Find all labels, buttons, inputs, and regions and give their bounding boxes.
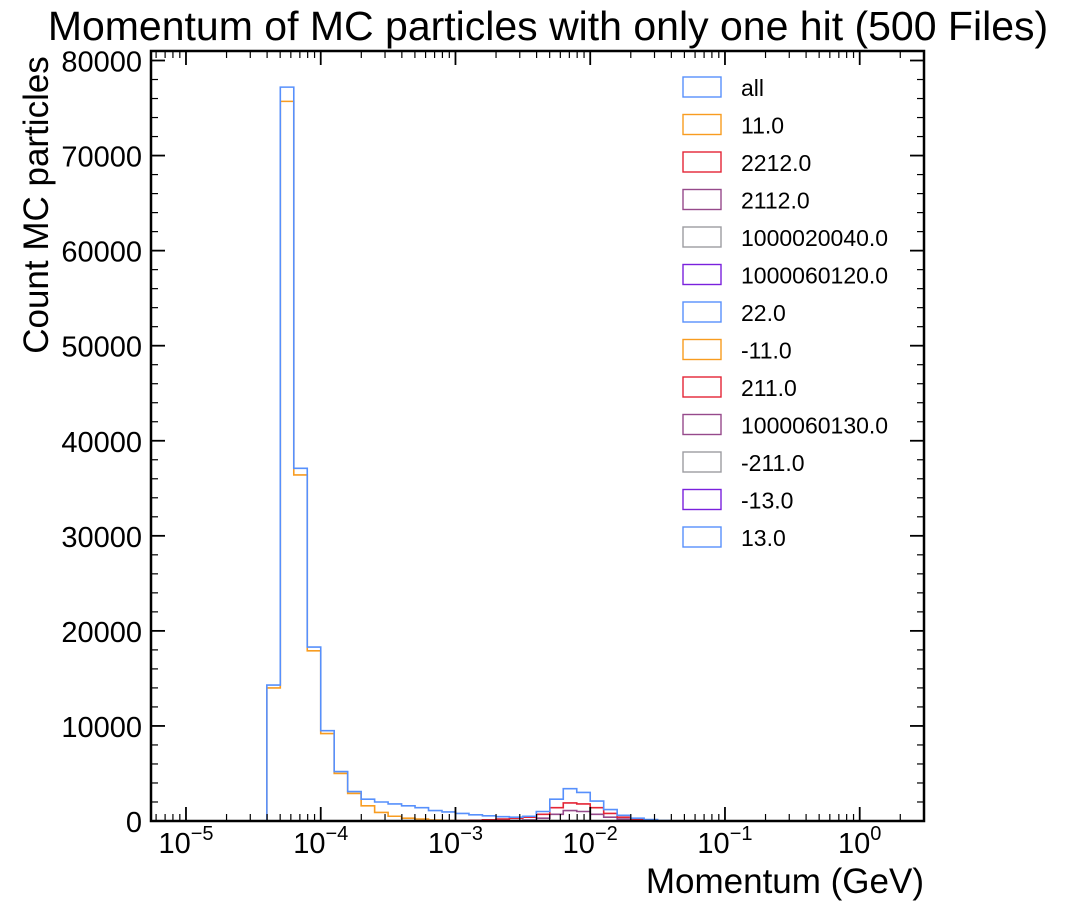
legend-swatch	[682, 226, 722, 248]
legend: all 11.0 2212.0 2112.0 1000020040.0 100006012…	[682, 75, 888, 551]
legend-swatch	[682, 338, 722, 361]
x-tick-base: 10	[428, 828, 460, 860]
x-tick-label: 10−3	[428, 823, 483, 860]
legend-label: -211.0	[741, 450, 805, 476]
y-tick-label: 40000	[61, 427, 142, 459]
legend-swatch	[682, 263, 722, 286]
x-tick-label: 10−4	[293, 823, 348, 860]
x-tick-exponent: −2	[595, 823, 618, 845]
legend-label: 1000060120.0	[741, 263, 888, 289]
x-tick-base: 10	[838, 828, 870, 860]
x-tick-base: 10	[697, 828, 729, 860]
x-tick-label: 10−2	[563, 823, 618, 860]
x-tick-label: 10−1	[697, 823, 752, 860]
x-tick-exponent: −4	[325, 823, 348, 845]
y-tick-label: 70000	[61, 142, 142, 174]
y-tick-label: 20000	[61, 617, 142, 649]
x-axis-label: Momentum (GeV)	[646, 862, 924, 901]
y-tick-label: 30000	[61, 522, 142, 554]
legend-label: all	[741, 75, 764, 101]
legend-label: 13.0	[741, 525, 786, 551]
x-tick-exponent: −1	[730, 823, 753, 845]
chart-title: Momentum of MC particles with only one h…	[48, 3, 1048, 49]
legend-label: 2212.0	[741, 150, 811, 176]
legend-swatch	[682, 413, 722, 436]
y-tick-label: 0	[126, 807, 142, 839]
x-tick-base: 10	[293, 828, 325, 860]
x-tick-exponent: 0	[870, 823, 881, 845]
x-tick-base: 10	[158, 828, 190, 860]
legend-label: 22.0	[741, 300, 786, 326]
x-tick-exponent: −5	[191, 823, 214, 845]
y-tick-label: 50000	[61, 332, 142, 364]
legend-swatch	[682, 188, 722, 211]
legend-swatch	[682, 376, 722, 398]
plot-frame	[149, 49, 926, 823]
y-tick-label: 60000	[61, 237, 142, 269]
x-tick-exponent: −3	[460, 823, 483, 845]
legend-swatch	[682, 301, 722, 323]
legend-swatch	[682, 151, 722, 173]
y-tick-label: 80000	[61, 47, 142, 79]
x-tick-label: 100	[838, 823, 881, 860]
legend-label: -11.0	[741, 338, 792, 364]
legend-label: 211.0	[741, 375, 797, 401]
legend-label: 1000060130.0	[741, 413, 888, 439]
y-axis-label: Count MC particles	[17, 56, 56, 354]
legend-swatch	[682, 76, 722, 98]
x-tick-label: 10−5	[158, 823, 213, 860]
y-tick-label: 10000	[61, 712, 142, 744]
legend-label: 1000020040.0	[741, 225, 888, 251]
legend-swatch	[682, 451, 722, 473]
legend-label: 2112.0	[741, 188, 810, 214]
legend-label: -13.0	[741, 488, 793, 514]
legend-label: 11.0	[741, 113, 784, 139]
legend-swatch	[682, 526, 722, 548]
legend-swatch	[682, 488, 722, 511]
legend-swatch	[682, 113, 722, 136]
x-tick-base: 10	[563, 828, 595, 860]
